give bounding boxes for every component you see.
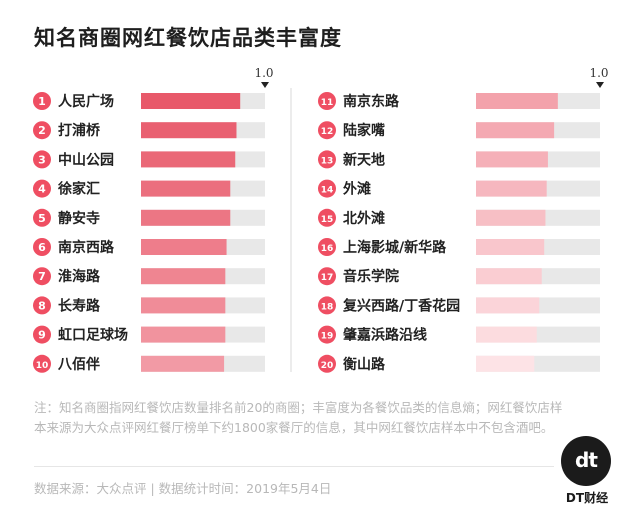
bar: [141, 180, 231, 197]
source-note: 数据来源：大众点评 | 数据统计时间：2019年5月4日: [34, 481, 332, 496]
category-label: 新天地: [343, 151, 385, 168]
rank-number: 2: [38, 124, 46, 137]
category-label: 虹口足球场: [58, 327, 128, 344]
category-label: 复兴西路/丁香花园: [342, 297, 460, 314]
rank-number: 15: [321, 215, 334, 225]
category-label: 八佰伴: [57, 356, 100, 373]
category-label: 衡山路: [343, 356, 386, 373]
category-label: 北外滩: [343, 210, 385, 227]
rank-badge: [33, 325, 51, 344]
category-label: 南京西路: [58, 239, 115, 256]
bar: [141, 326, 226, 343]
bar: [141, 93, 241, 109]
scale-marker-icon: [596, 82, 604, 88]
bar: [141, 355, 225, 372]
rank-number: 16: [321, 244, 334, 254]
rank-badge: [33, 296, 51, 315]
rank-badge: [318, 325, 336, 344]
scale-max-label: 1.0: [254, 66, 273, 80]
rank-number: 13: [321, 156, 334, 166]
rank-number: 3: [38, 153, 46, 166]
rank-badge: [33, 354, 51, 373]
rank-badge: [33, 121, 51, 140]
rank-badge: [33, 238, 51, 256]
bar: [476, 355, 535, 372]
rank-badge: [33, 179, 51, 198]
scale-marker-icon: [261, 82, 269, 88]
rank-badge: [33, 267, 51, 286]
category-label: 音乐学院: [343, 268, 399, 285]
footnote: 注：知名商圈指网红餐饮店数量排名前20的商圈；丰富度为各餐饮品类的信息熵；网红餐…: [34, 400, 563, 435]
category-label: 陆家嘴: [343, 122, 385, 139]
bar: [141, 297, 226, 314]
rank-badge: [33, 150, 51, 169]
rank-badge: [318, 150, 336, 169]
category-label: 淮海路: [58, 268, 101, 285]
bar: [141, 268, 226, 285]
category-label: 南京东路: [343, 93, 400, 110]
rank-badge: [318, 92, 336, 110]
rank-number: 9: [38, 329, 46, 342]
logo-text: DT财经: [565, 491, 609, 505]
logo-icon: dt: [561, 436, 611, 486]
category-label: 人民广场: [58, 93, 114, 110]
rank-number: 4: [38, 183, 46, 196]
rank-number: 10: [36, 361, 49, 371]
rank-number: 8: [38, 299, 46, 312]
category-label: 打浦桥: [58, 122, 101, 139]
bar: [476, 209, 546, 226]
category-label: 徐家汇: [57, 181, 100, 198]
category-label: 长寿路: [58, 297, 101, 314]
rank-number: 20: [321, 361, 334, 371]
bar: [476, 93, 558, 109]
rank-badge: [318, 208, 336, 227]
rank-badge: [318, 296, 336, 315]
scale-max-label: 1.0: [589, 66, 608, 80]
rank-badge: [33, 92, 51, 110]
category-label: 肇嘉浜路沿线: [343, 327, 427, 344]
bar: [476, 122, 555, 139]
rank-number: 17: [321, 273, 334, 283]
rank-number: 5: [38, 212, 46, 225]
rank-badge: [318, 121, 336, 140]
category-label: 外滩: [343, 181, 371, 198]
rank-number: 1: [38, 95, 46, 108]
category-label: 中山公园: [58, 151, 114, 168]
chart-title: 知名商圈网红餐饮店品类丰富度: [34, 26, 342, 50]
bar: [141, 209, 231, 226]
rank-number: 6: [38, 241, 46, 254]
rank-number: 7: [38, 270, 46, 283]
category-label: 上海影城/新华路: [343, 239, 447, 256]
category-label: 静安寺: [58, 210, 100, 227]
bar: [141, 239, 227, 255]
rank-badge: [318, 238, 336, 256]
rank-number: 11: [321, 98, 334, 108]
bar: [476, 239, 545, 255]
rank-number: 19: [321, 332, 334, 342]
rank-badge: [318, 267, 336, 286]
rank-badge: [318, 354, 336, 373]
rank-badge: [33, 208, 51, 227]
bar: [141, 151, 236, 168]
bar: [476, 326, 537, 343]
rank-number: 12: [321, 127, 334, 137]
bar: [141, 122, 237, 139]
bar: [476, 268, 542, 285]
rank-number: 18: [321, 302, 334, 312]
divider: [34, 466, 554, 467]
bar: [476, 151, 548, 168]
bar: [476, 297, 540, 314]
rank-number: 14: [321, 186, 334, 196]
bar: [476, 180, 547, 197]
chart: 1.0 1.0 1 人民广场 2 打浦桥 3 中山公园 4 徐家汇 5 静安寺 6 南京西路 7 淮海路 8 长寿…: [33, 66, 609, 373]
rank-badge: [318, 179, 336, 198]
